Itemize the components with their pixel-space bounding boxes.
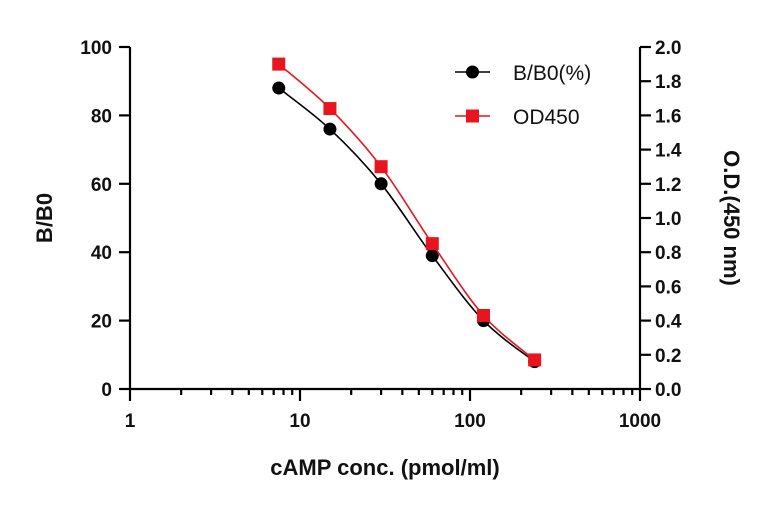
data-point	[323, 122, 337, 136]
y-tick-label: 80	[91, 106, 112, 127]
data-point	[272, 57, 286, 71]
y2-tick-label: 0.6	[655, 277, 681, 298]
y2-tick-label: 0.0	[655, 380, 681, 401]
legend-marker	[466, 65, 479, 79]
legend-label: OD450	[513, 106, 580, 129]
x-tick-label: 1000	[619, 411, 661, 432]
x-tick-label: 10	[289, 411, 310, 432]
x-tick-label: 100	[454, 411, 486, 432]
series-line-1	[278, 63, 536, 361]
legend: B/B0(%) OD450	[455, 62, 591, 129]
data-point	[374, 160, 388, 174]
y2-tick-label: 0.8	[655, 243, 681, 264]
y2-tick-label: 0.4	[655, 312, 682, 333]
y-tick-label: 20	[91, 312, 112, 333]
x-tick-label: 1	[125, 411, 136, 432]
y2-tick-label: 1.0	[655, 209, 681, 230]
data-point	[476, 308, 490, 322]
y-tick-label: 60	[91, 175, 112, 196]
x-axis-title: cAMP conc. (pmol/ml)	[270, 455, 499, 480]
data-point	[374, 177, 388, 191]
y2-axis-title: O.D.(450 nm)	[719, 150, 744, 286]
y-tick-label: 100	[80, 38, 112, 59]
legend-label: B/B0(%)	[513, 62, 591, 85]
y2-tick-label: 1.8	[655, 72, 681, 93]
y-axis-title: B/B0	[32, 193, 57, 243]
y2-tick-label: 1.2	[655, 175, 681, 196]
data-point	[323, 102, 337, 116]
y2-tick-label: 0.2	[655, 346, 681, 367]
data-point	[425, 237, 439, 251]
data-point	[528, 353, 542, 367]
y2-tick-label: 1.4	[655, 141, 682, 162]
data-point	[425, 249, 439, 263]
y2-tick-label: 1.6	[655, 106, 681, 127]
legend-marker	[466, 109, 479, 123]
y-tick-label: 40	[91, 243, 112, 264]
axes-layer: 1 10 100 1000 0 20 40 60 80 100 0.0 0.2 0.4 0.6 0.8 1.0…	[80, 38, 682, 432]
series-layer	[272, 57, 542, 369]
y-tick-label: 0	[101, 380, 112, 401]
series-line-0	[278, 87, 536, 363]
data-point	[272, 81, 286, 95]
y2-tick-label: 2.0	[655, 38, 681, 59]
